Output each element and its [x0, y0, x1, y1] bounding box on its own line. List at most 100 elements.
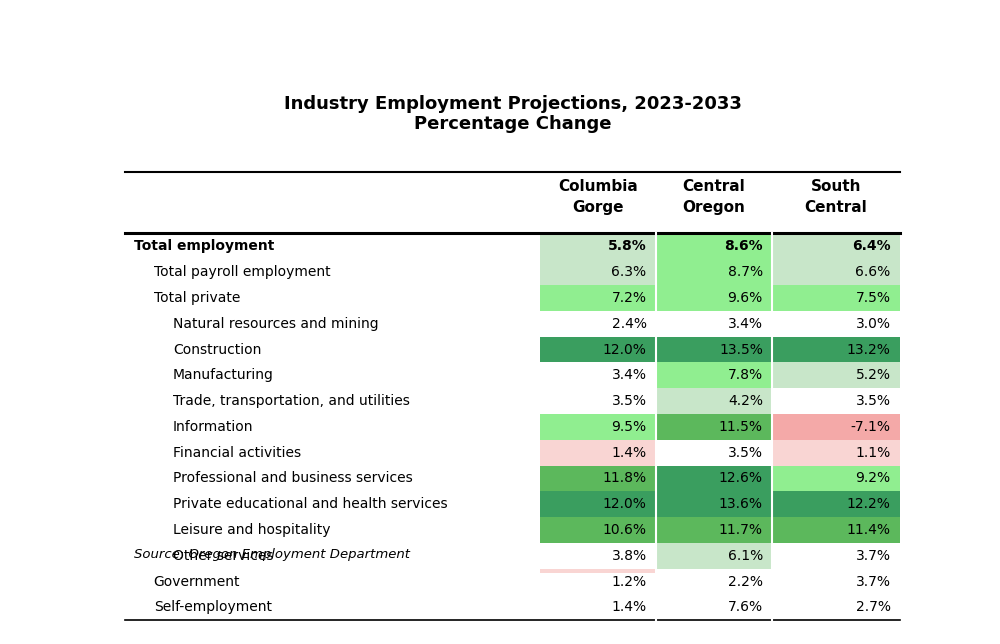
Bar	[125, 543, 540, 569]
Text: 3.5%: 3.5%	[612, 394, 647, 408]
Bar	[772, 260, 900, 285]
Bar	[772, 594, 900, 620]
Text: Total private: Total private	[154, 291, 240, 305]
Text: 1.4%: 1.4%	[611, 600, 647, 614]
Bar	[772, 440, 900, 466]
Text: 1.4%: 1.4%	[611, 446, 647, 460]
Bar	[125, 517, 540, 543]
Bar	[656, 388, 772, 414]
Bar	[656, 260, 772, 285]
Text: 12.0%: 12.0%	[603, 343, 647, 357]
Bar	[125, 569, 540, 594]
Text: 13.5%: 13.5%	[719, 343, 763, 357]
Text: 6.1%: 6.1%	[728, 549, 763, 563]
Text: Self-employment: Self-employment	[154, 600, 272, 614]
Text: 3.4%: 3.4%	[612, 368, 647, 383]
Bar	[125, 260, 540, 285]
Text: 11.8%: 11.8%	[602, 471, 647, 486]
Bar	[656, 491, 772, 517]
Text: Professional and business services: Professional and business services	[173, 471, 413, 486]
Bar	[540, 234, 656, 260]
Bar	[125, 388, 540, 414]
Bar	[540, 285, 656, 311]
Bar	[656, 234, 772, 260]
Text: Private educational and health services: Private educational and health services	[173, 497, 448, 511]
Bar	[540, 414, 656, 440]
Text: 10.6%: 10.6%	[603, 523, 647, 537]
Text: 2.7%: 2.7%	[856, 600, 891, 614]
Text: Government: Government	[154, 574, 240, 589]
Text: -7.1%: -7.1%	[851, 420, 891, 434]
Text: 12.0%: 12.0%	[603, 497, 647, 511]
Bar	[125, 466, 540, 491]
Bar	[772, 517, 900, 543]
Text: Total employment: Total employment	[134, 240, 275, 253]
Bar	[656, 440, 772, 466]
Text: Information: Information	[173, 420, 254, 434]
Text: 5.8%: 5.8%	[608, 240, 647, 253]
Text: 8.6%: 8.6%	[724, 240, 763, 253]
Bar	[125, 234, 540, 260]
Bar	[125, 337, 540, 363]
Bar	[656, 414, 772, 440]
Bar	[125, 363, 540, 388]
Bar	[772, 569, 900, 594]
Bar	[540, 260, 656, 285]
Text: 11.4%: 11.4%	[847, 523, 891, 537]
Bar	[540, 594, 656, 620]
Text: Total payroll employment: Total payroll employment	[154, 265, 330, 279]
Text: Financial activities: Financial activities	[173, 446, 301, 460]
Text: Leisure and hospitality: Leisure and hospitality	[173, 523, 331, 537]
Bar	[772, 388, 900, 414]
Text: 13.6%: 13.6%	[719, 497, 763, 511]
Text: 1.1%: 1.1%	[855, 446, 891, 460]
Text: 3.4%: 3.4%	[728, 317, 763, 331]
Bar	[772, 337, 900, 363]
Bar	[540, 491, 656, 517]
Text: 7.8%: 7.8%	[728, 368, 763, 383]
Text: 11.7%: 11.7%	[719, 523, 763, 537]
Bar	[772, 543, 900, 569]
Text: 1.2%: 1.2%	[611, 574, 647, 589]
Bar	[772, 285, 900, 311]
Bar	[540, 363, 656, 388]
Bar	[772, 363, 900, 388]
Text: 6.3%: 6.3%	[611, 265, 647, 279]
Bar	[125, 311, 540, 337]
Text: 4.2%: 4.2%	[728, 394, 763, 408]
Bar	[656, 569, 772, 594]
Text: 8.7%: 8.7%	[728, 265, 763, 279]
Bar	[125, 414, 540, 440]
Text: 12.2%: 12.2%	[847, 497, 891, 511]
Bar	[540, 517, 656, 543]
Bar	[772, 414, 900, 440]
Text: 3.8%: 3.8%	[611, 549, 647, 563]
Text: Construction: Construction	[173, 343, 261, 357]
Text: 7.6%: 7.6%	[728, 600, 763, 614]
Bar	[772, 311, 900, 337]
Text: Other services: Other services	[173, 549, 274, 563]
Text: 9.6%: 9.6%	[728, 291, 763, 305]
Bar	[656, 337, 772, 363]
Text: 12.6%: 12.6%	[719, 471, 763, 486]
Bar	[656, 311, 772, 337]
Text: 11.5%: 11.5%	[719, 420, 763, 434]
Bar	[772, 466, 900, 491]
Bar	[540, 466, 656, 491]
Bar	[656, 594, 772, 620]
Text: 6.4%: 6.4%	[852, 240, 891, 253]
Text: Trade, transportation, and utilities: Trade, transportation, and utilities	[173, 394, 410, 408]
Text: 5.2%: 5.2%	[856, 368, 891, 383]
Text: Source: Oregon Employment Department: Source: Oregon Employment Department	[134, 548, 410, 561]
Text: 3.5%: 3.5%	[856, 394, 891, 408]
Text: 7.2%: 7.2%	[612, 291, 647, 305]
Text: 2.2%: 2.2%	[728, 574, 763, 589]
Text: South
Central: South Central	[805, 179, 867, 215]
Bar	[540, 311, 656, 337]
Text: 7.5%: 7.5%	[856, 291, 891, 305]
Text: 9.5%: 9.5%	[611, 420, 647, 434]
Bar	[540, 543, 656, 569]
Bar	[656, 363, 772, 388]
Bar	[125, 594, 540, 620]
Text: 13.2%: 13.2%	[847, 343, 891, 357]
